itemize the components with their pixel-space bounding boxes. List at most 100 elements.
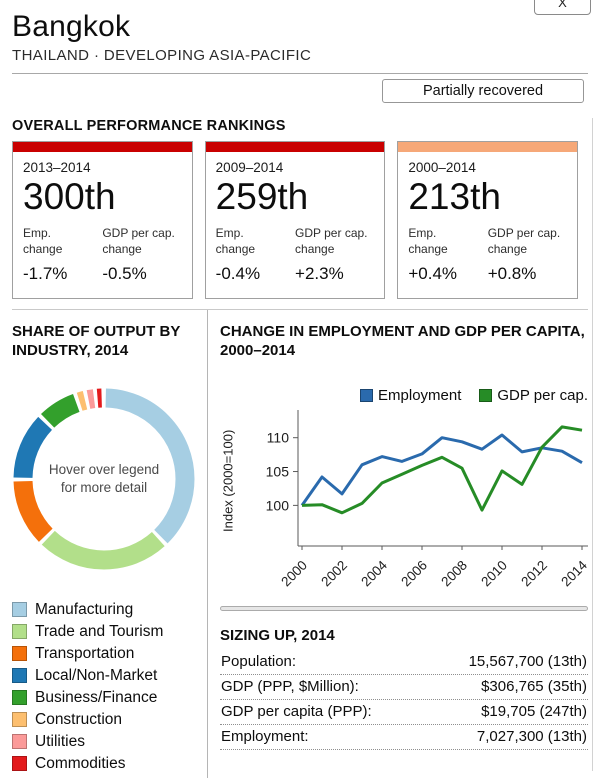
industry-column: SHARE OF OUTPUT BY INDUSTRY, 2014 Hover … [12,309,208,778]
header-divider [12,73,588,74]
legend-label: Construction [35,710,123,728]
legend-item-commodities[interactable]: Commodities [12,755,199,773]
legend-item-business-finance[interactable]: Business/Finance [12,689,199,707]
chart-legend-label: GDP per cap. [497,386,588,404]
x-tick-label: 2010 [478,557,510,589]
card-period: 2013–2014 [23,160,91,175]
legend-label: Commodities [35,754,126,772]
card-color-bar [13,142,192,152]
sizing-row-employment: Employment: 7,027,300 (13th) [220,725,588,751]
donut-center-note: Hover over legend for more detail [48,461,160,495]
legend-label: Trade and Tourism [35,622,164,640]
legend-item-utilities[interactable]: Utilities [12,733,199,751]
sizing-label: GDP per capita (PPP): [221,703,372,721]
x-tick-label: 2002 [318,557,350,589]
legend-label: Local/Non-Market [35,666,158,684]
gdp-change-value: +0.8% [487,263,537,283]
emp-change-label: Emp. change [215,226,256,257]
trend-chart-legend: Employment GDP per cap. [220,387,588,404]
legend-item-transportation[interactable]: Transportation [12,645,199,663]
legend-swatch-local-non-market [12,668,27,684]
gdp-change-label: GDP per cap. change [102,226,175,257]
y-axis-label: Index (2000=100) [220,429,236,532]
legend-label: Manufacturing [35,600,134,618]
industry-legend: Manufacturing Trade and Tourism Transporta… [12,601,199,773]
y-tick-label: 100 [266,497,290,513]
legend-item-manufacturing[interactable]: Manufacturing [12,601,199,619]
sizing-value: $306,765 (35th) [481,678,587,696]
legend-swatch-trade-and-tourism [12,624,27,640]
chart-legend-item-employment: Employment [360,387,461,404]
donut-slice-trade-and-tourism[interactable] [13,388,195,570]
legend-item-construction[interactable]: Construction [12,711,199,729]
gdp-change-value: -0.5% [102,263,147,283]
x-tick-label: 2008 [438,557,470,589]
sizing-heading: SIZING UP, 2014 [220,626,335,644]
card-color-bar [205,142,385,152]
ranking-card-2013-2014: 2013–2014 300th Emp. change -1.7% GDP pe… [12,141,193,299]
sizing-value: 7,027,300 (13th) [476,728,587,746]
y-tick-label: 110 [267,429,290,445]
x-tick-label: 2012 [518,557,550,589]
legend-label: Transportation [35,644,135,662]
status-row: Partially recovered [12,79,584,103]
x-tick-label: 2004 [358,557,390,589]
close-button[interactable]: X [534,0,591,15]
donut-slice-manufacturing[interactable] [13,388,195,570]
x-tick-label: 2014 [558,557,590,589]
ranking-cards: 2013–2014 300th Emp. change -1.7% GDP pe… [12,141,579,299]
card-rank: 213th [408,176,501,217]
legend-swatch-construction [12,712,27,728]
chart-legend-swatch-employment [360,388,374,402]
card-period: 2000–2014 [408,160,476,175]
line-chart-svg: 100 105 110 2000 2002 2004 2006 2008 2010 2012 201… [266,409,590,589]
legend-label: Utilities [35,732,85,750]
gdp-change-label: GDP per cap. change [295,226,368,257]
x-tick-label: 2000 [278,557,310,589]
sizing-divider [220,605,588,611]
sizing-label: GDP (PPP, $Million): [221,678,359,696]
legend-swatch-utilities [12,734,27,750]
sizing-value: $19,705 (247th) [481,703,587,721]
sizing-value: 15,567,700 (13th) [468,653,587,671]
donut-svg [13,388,195,570]
trend-chart-title: CHANGE IN EMPLOYMENT AND GDP PER CAPITA,… [220,322,585,360]
x-tick-label: 2006 [398,557,430,589]
legend-swatch-manufacturing [12,602,27,618]
legend-item-local-non-market[interactable]: Local/Non-Market [12,667,199,685]
page-title: Bangkok [12,10,131,43]
gdp-change-label: GDP per cap. change [487,226,561,257]
emp-change-value: -0.4% [215,263,261,283]
trend-chart: Index (2000=100) 100 105 110 2000 2002 2004 20… [220,406,590,598]
emp-change-value: +0.4% [408,263,458,283]
ranking-card-2009-2014: 2009–2014 259th Emp. change -0.4% GDP pe… [204,141,386,299]
emp-change-label: Emp. change [23,226,63,257]
ranking-card-2000-2014: 2000–2014 213th Emp. change +0.4% GDP pe… [397,141,579,299]
y-tick-label: 105 [266,463,290,479]
card-color-bar [398,142,578,152]
card-rank: 300th [23,176,116,217]
sizing-label: Employment: [221,728,309,746]
header: Bangkok THAILAND · DEVELOPING ASIA-PACIF… [12,10,590,64]
chart-legend-swatch-gdp-per-cap [479,388,493,402]
industry-donut-chart[interactable]: Hover over legend for more detail [12,387,196,571]
chart-legend-item-gdp-per-cap: GDP per cap. [479,387,588,404]
gdp-change-value: +2.3% [295,263,344,283]
emp-change-label: Emp. change [408,226,448,257]
sizing-table: Population: 15,567,700 (13th) GDP (PPP, $M… [220,650,588,751]
sizing-row-population: Population: 15,567,700 (13th) [220,650,588,676]
sizing-row-gdp-per-capita-ppp: GDP per capita (PPP): $19,705 (247th) [220,700,588,726]
bottom-columns: SHARE OF OUTPUT BY INDUSTRY, 2014 Hover … [12,309,590,778]
recovery-status-button[interactable]: Partially recovered [382,79,584,103]
sizing-row-gdp-ppp-million: GDP (PPP, $Million): $306,765 (35th) [220,675,588,701]
legend-item-trade-and-tourism[interactable]: Trade and Tourism [12,623,199,641]
series-line-employment [300,433,583,506]
legend-label: Business/Finance [35,688,158,706]
chart-legend-label: Employment [378,386,462,404]
rankings-heading: OVERALL PERFORMANCE RANKINGS [12,118,286,134]
page-subtitle: THAILAND · DEVELOPING ASIA-PACIFIC [12,47,312,64]
legend-swatch-commodities [12,756,27,772]
industry-chart-title: SHARE OF OUTPUT BY INDUSTRY, 2014 [12,322,181,360]
trend-column: CHANGE IN EMPLOYMENT AND GDP PER CAPITA,… [208,310,590,778]
